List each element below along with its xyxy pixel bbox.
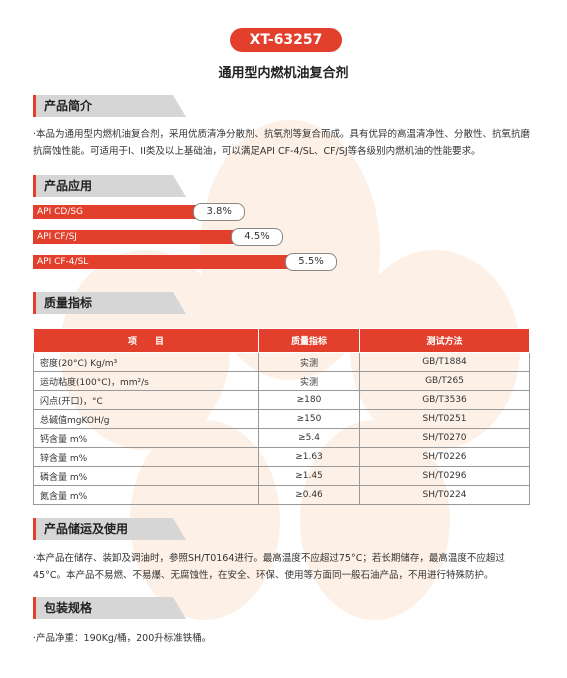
table-cell: SH/T0226 [359,447,530,467]
table-cell: SH/T0296 [359,466,530,486]
table-cell: SH/T0251 [359,409,530,429]
table-cell: ≥150 [258,409,360,429]
table-cell: GB/T3536 [359,390,530,410]
table-cell: 实测 [258,352,360,372]
table-cell: 磷含量 m% [33,466,259,486]
paragraph: ·本品为通用型内燃机油复合剂，采用优质清净分散剂、抗氧剂等复合而成。具有优异的高… [33,129,531,157]
table-row: 闪点(开口)，°C ≥180 GB/T3536 [33,390,530,410]
table-cell: 总碱值mgKOH/g [33,409,259,429]
bar [33,205,239,219]
column-header: 测试方法 [359,328,530,353]
table-cell: SH/T0270 [359,428,530,448]
value-label: 4.5% [231,228,283,246]
table-cell: 密度(20°C) Kg/m³ [33,352,259,372]
table-cell: ≥180 [258,390,360,410]
application-chart: API CD/SG 3.8% API CF/SJ 4.5% API CF-4/SL 5.5… [33,203,533,280]
section-heading: 质量指标 [33,292,186,314]
section-heading: 包装规格 [33,597,186,619]
paragraph: ·本产品在储存、装卸及调油时，参照SH/T0164进行。最高温度不应超过75°C… [33,553,505,581]
table-row: 运动粘度(100°C)，mm²/s 实测 GB/T265 [33,371,530,391]
bar [33,230,276,244]
bar-label: API CF-4/SL [37,257,89,267]
table-cell: 运动粘度(100°C)，mm²/s [33,371,259,391]
table-header: 项 目质量指标 测试方法 [33,328,530,353]
table-row: 氮含量 m% ≥0.46 SH/T0224 [33,485,530,505]
section-heading: 产品应用 [33,175,186,197]
column-header: 质量指标 [258,328,360,353]
table-row: 密度(20°C) Kg/m³ 实测 GB/T1884 [33,352,530,372]
value-label: 5.5% [285,253,337,271]
section-heading: 产品简介 [33,95,186,117]
table-cell: ≥0.46 [258,485,360,505]
table-row: 总碱值mgKOH/g ≥150 SH/T0251 [33,409,530,429]
section-heading: 产品储运及使用 [33,518,186,540]
table-row: 磷含量 m% ≥1.45 SH/T0296 [33,466,530,486]
table-cell: ≥1.45 [258,466,360,486]
table-cell: 闪点(开口)，°C [33,390,259,410]
table-row: 钙含量 m% ≥5.4 SH/T0270 [33,428,530,448]
table-body: 密度(20°C) Kg/m³ 实测 GB/T1884 运动粘度(100°C)，mm²/… [33,352,530,505]
column-header: 项 目 [33,328,259,353]
table-cell: ≥5.4 [258,428,360,448]
table-cell: GB/T265 [359,371,530,391]
table-cell: 钙含量 m% [33,428,259,448]
table-cell: ≥1.63 [258,447,360,467]
table-cell: 氮含量 m% [33,485,259,505]
table-cell: 实测 [258,371,360,391]
product-title: 通用型内燃机油复合剂 [218,66,349,81]
table-cell: SH/T0224 [359,485,530,505]
table-cell: 锌含量 m% [33,447,259,467]
table-row: 锌含量 m% ≥1.63 SH/T0226 [33,447,530,467]
bar-label: API CF/SJ [37,232,77,242]
paragraph: ·产品净重：190Kg/桶，200升标准铁桶。 [33,633,212,644]
bar [33,255,330,269]
value-label: 3.8% [193,203,246,221]
quality-table: 项 目质量指标 测试方法 密度(20°C) Kg/m³ 实测 GB/T1884 运动粘度(… [33,328,530,505]
product-code: XT-63257 [230,28,342,52]
bar-label: API CD/SG [37,207,84,217]
table-cell: GB/T1884 [359,352,530,372]
